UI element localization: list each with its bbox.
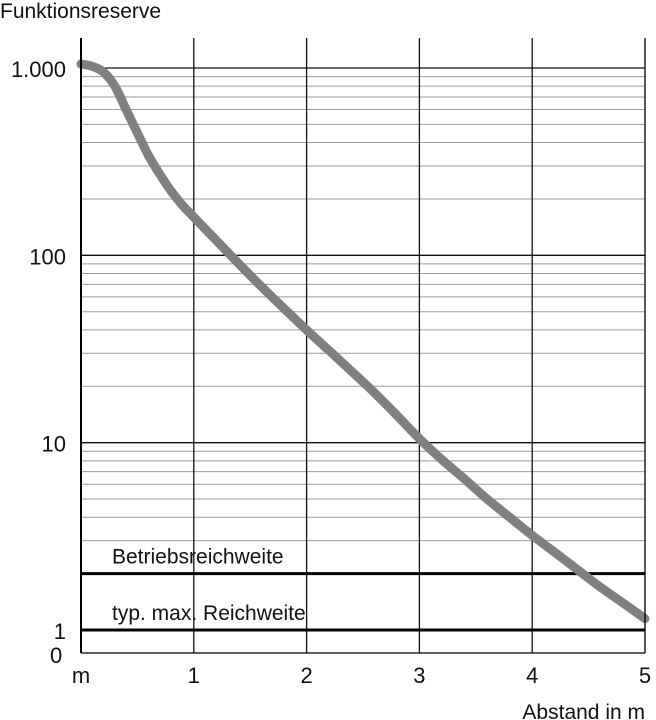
y-tick-labels: 1.000 100 10 1	[11, 57, 66, 644]
reference-line-label: Betriebsreichweite	[112, 546, 284, 569]
frame	[80, 38, 646, 654]
x-tick-label: 1	[188, 663, 200, 688]
x-tick-label: 3	[413, 663, 425, 688]
y-tick-label: 10	[42, 432, 66, 457]
series-line	[76, 59, 650, 624]
x-tick-label: 2	[300, 663, 312, 688]
x-tick-labels: m 1 2 3 4 5	[72, 663, 651, 688]
x-axis-label: Abstand in m	[522, 701, 645, 720]
y-tick-label: 1	[54, 619, 66, 644]
y-tick-label: 1.000	[11, 57, 66, 82]
y-axis-label: Funktionsreserve	[0, 0, 161, 23]
x-tick-label: m	[72, 663, 90, 688]
reference-lines: Betriebsreichweite typ. max. Reichweite	[81, 546, 645, 632]
y-tick-label: 100	[29, 244, 66, 269]
reference-line-label: typ. max. Reichweite	[112, 602, 306, 625]
grid	[81, 38, 645, 653]
y-tick-label-zero: 0	[50, 643, 62, 668]
series-layer	[76, 59, 650, 624]
x-tick-label: 4	[526, 663, 538, 688]
x-tick-label: 5	[639, 663, 651, 688]
